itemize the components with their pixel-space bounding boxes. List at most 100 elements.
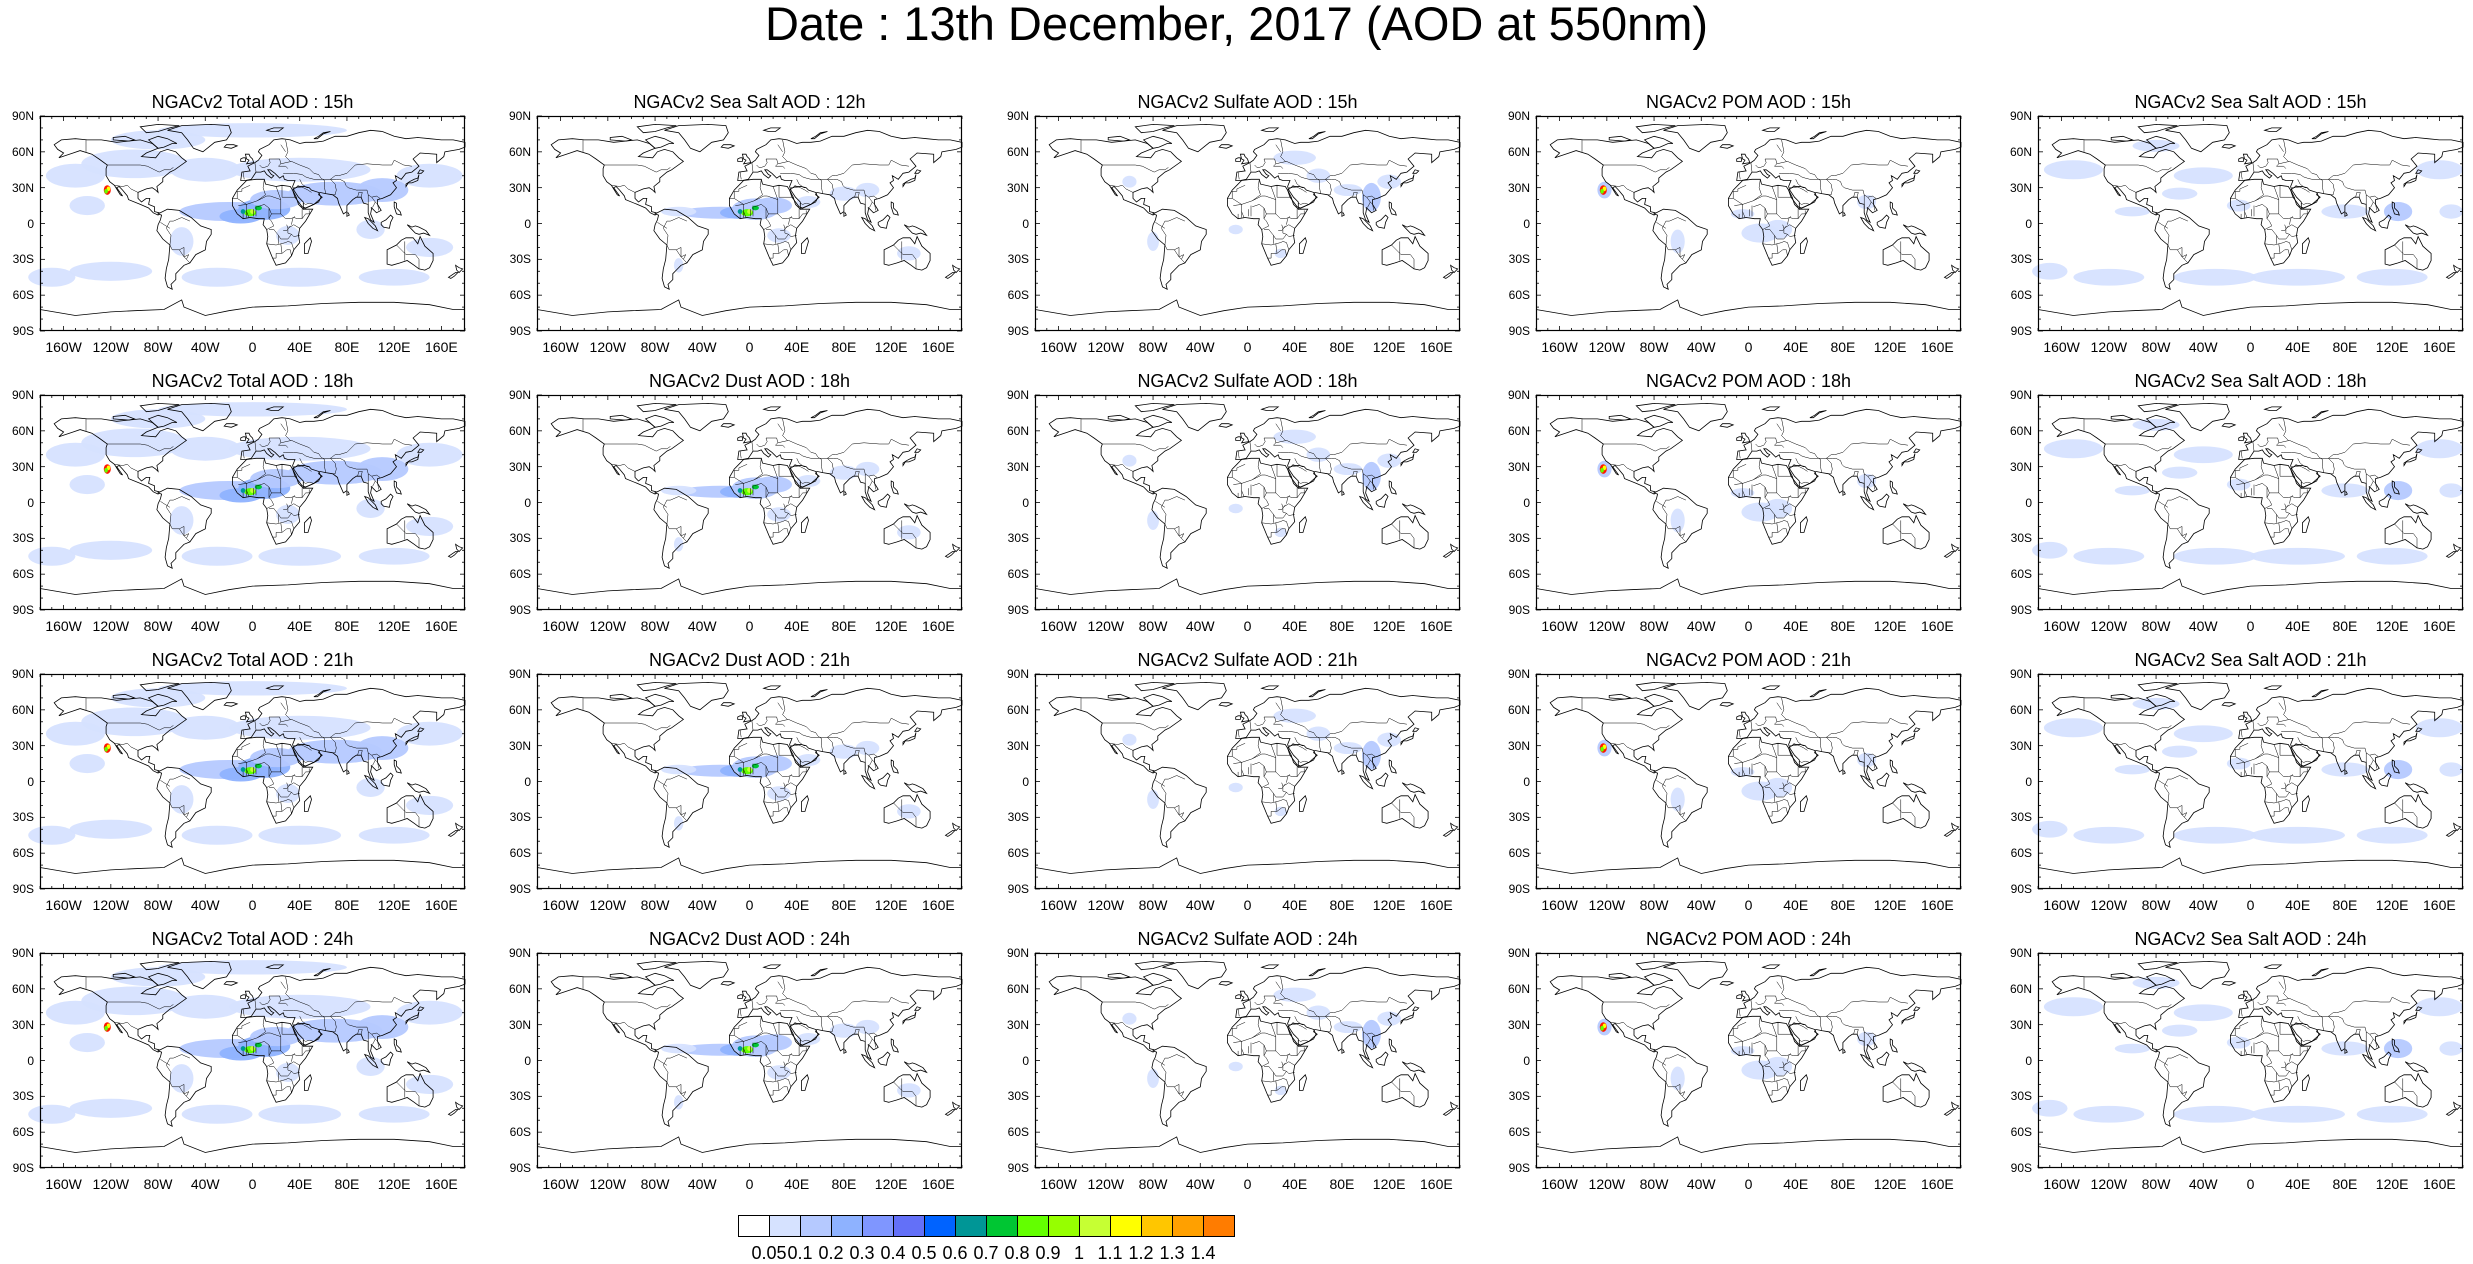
iceland-coast <box>2221 702 2237 707</box>
border-line <box>2281 173 2338 180</box>
border-line <box>266 801 283 817</box>
border-line <box>611 743 636 751</box>
border-line <box>1733 1035 1746 1055</box>
colorbar-swatch <box>1110 1215 1142 1237</box>
border-line <box>1276 1086 1287 1093</box>
border-line <box>2112 464 2137 472</box>
border-line <box>2278 520 2293 529</box>
border-line <box>166 1054 191 1083</box>
newZealandN-coast <box>454 264 464 274</box>
sumatra-coast <box>2361 1053 2377 1069</box>
aod-region <box>1670 1066 1685 1091</box>
border-line <box>2257 995 2269 1005</box>
lon-tick-label: 120W <box>1087 1176 1125 1192</box>
newZealandN-coast <box>1449 1101 1459 1111</box>
border-line <box>782 697 788 720</box>
border-line <box>1665 244 1683 260</box>
lon-tick-label: 120E <box>874 897 908 913</box>
borneo-coast <box>380 214 394 229</box>
svalbard-coast <box>265 964 285 969</box>
border-line <box>269 716 289 727</box>
border-line <box>2252 999 2255 1010</box>
border-line <box>1777 528 1788 535</box>
ellesmere-coast <box>2137 123 2178 134</box>
border-line <box>739 730 742 738</box>
border-line <box>303 202 314 205</box>
border-line <box>1261 487 1270 509</box>
border-line <box>2291 465 2303 467</box>
border-line <box>2240 451 2243 459</box>
colorbar-label: 0.2 <box>818 1243 844 1263</box>
panel-title: NGACv2 Sea Salt AOD : 18h <box>2134 371 2367 391</box>
border-line <box>1765 995 1785 1006</box>
ellesmere-coast <box>1134 960 1175 971</box>
southAmerica-coast <box>1652 208 1708 290</box>
britain-coast <box>244 711 255 723</box>
northAmerica-coast <box>53 696 188 774</box>
panel-title: NGACv2 Dust AOD : 21h <box>648 650 851 670</box>
border-line <box>1820 1017 1822 1031</box>
eurasia-coast <box>1736 408 1962 503</box>
lat-tick-label: 60S <box>12 846 34 861</box>
aod-region <box>69 819 153 839</box>
greenland-coast <box>167 402 232 432</box>
borneo-coast <box>877 214 891 229</box>
novayaZemlya-coast <box>1308 410 1326 419</box>
aod-region <box>169 715 241 740</box>
lon-tick-label: 0 <box>248 1176 257 1192</box>
colorbar-label: 0.05 <box>751 1243 787 1263</box>
colorbar-label: 1.2 <box>1128 1243 1154 1263</box>
border-line <box>2267 229 2290 240</box>
border-line <box>2394 802 2418 827</box>
lon-tick-label: 40E <box>287 897 313 913</box>
japan-coast <box>902 732 917 746</box>
newZealandS-coast <box>447 272 459 279</box>
border-line <box>1765 437 1785 448</box>
border-line <box>1603 1001 1670 1010</box>
lat-tick-label: 30N <box>1507 459 1530 474</box>
newGuinea-coast <box>406 224 431 237</box>
australia-coast <box>2384 793 2432 829</box>
northAmerica-coast <box>1549 696 1684 774</box>
aod-region <box>2173 1004 2233 1022</box>
greenland-coast <box>1663 681 1728 711</box>
border-line <box>285 697 291 720</box>
svalbard-coast <box>2263 127 2283 132</box>
border-line <box>821 180 823 194</box>
newGuinea-coast <box>903 1061 928 1074</box>
border-line <box>1782 1061 1796 1066</box>
border-line <box>2307 1005 2323 1018</box>
lat-tick-label: 0 <box>2025 774 2032 789</box>
sriLanka-coast <box>1842 770 1846 775</box>
border-line <box>2105 1001 2172 1010</box>
newZealandN-coast <box>1449 264 1459 274</box>
lat-tick-label: 30N <box>1006 738 1029 753</box>
border-line <box>1765 1066 1788 1077</box>
border-line <box>2177 528 2189 543</box>
border-line <box>2328 458 2335 475</box>
aod-region <box>396 721 463 746</box>
border-line <box>259 716 271 726</box>
japan-coast <box>405 174 420 188</box>
colorbar-label: 0.5 <box>911 1243 937 1263</box>
sriLanka-coast <box>843 1049 847 1054</box>
border-line <box>114 743 139 751</box>
border-line <box>2278 981 2284 989</box>
border-line <box>1276 185 1292 198</box>
lat-tick-label: 60N <box>2009 702 2032 717</box>
lon-tick-label: 120E <box>1873 618 1907 634</box>
aod-region <box>1670 229 1685 254</box>
border-line <box>357 750 363 756</box>
border-line <box>1866 759 1872 767</box>
border-line <box>666 802 684 818</box>
border-line <box>291 495 296 504</box>
border-line <box>179 807 191 822</box>
border-line <box>2355 1029 2361 1035</box>
border-line <box>1275 440 1305 448</box>
iceland-coast <box>720 144 736 149</box>
antarctica-coast <box>536 578 962 595</box>
victoria-coast <box>2110 972 2134 979</box>
lon-tick-label: 0 <box>248 339 257 355</box>
lon-tick-label: 120W <box>1087 897 1125 913</box>
aod-region <box>829 465 859 480</box>
